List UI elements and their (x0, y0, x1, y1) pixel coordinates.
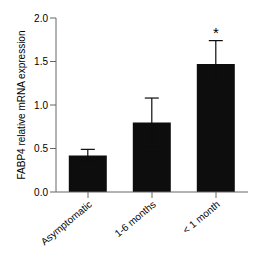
svg-text:2.0: 2.0 (34, 13, 48, 24)
svg-text:FABP4 relative mRNA expression: FABP4 relative mRNA expression (16, 31, 27, 180)
svg-text:1.5: 1.5 (34, 56, 48, 67)
svg-text:0.0: 0.0 (34, 187, 48, 198)
svg-text:1.0: 1.0 (34, 100, 48, 111)
svg-text:0.5: 0.5 (34, 143, 48, 154)
svg-text:< 1 month: < 1 month (180, 199, 221, 236)
svg-text:1-6 months: 1-6 months (112, 199, 157, 240)
svg-text:*: * (213, 24, 219, 41)
svg-text:Asymptomatic: Asymptomatic (39, 199, 94, 248)
